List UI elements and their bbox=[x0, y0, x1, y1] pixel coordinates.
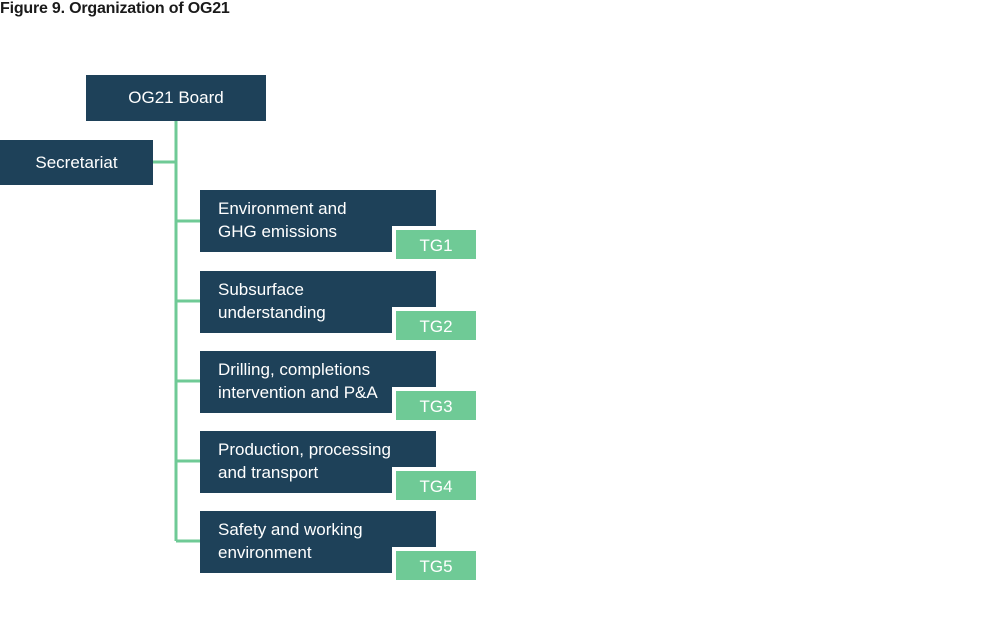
tg2-name-line1: Subsurface bbox=[218, 280, 304, 299]
tg1-name-line2: GHG emissions bbox=[218, 222, 338, 241]
secretariat-label: Secretariat bbox=[35, 152, 118, 172]
tg5-name-line1: Safety and working bbox=[218, 520, 363, 539]
figure-title: Figure 9. Organization of OG21 bbox=[0, 0, 230, 17]
tg1-name-line1: Environment and bbox=[218, 199, 347, 218]
tg2-name-line2: understanding bbox=[218, 303, 326, 322]
tg1-tag: TG1 bbox=[392, 226, 476, 259]
tg4-name-line2: and transport bbox=[218, 463, 319, 482]
tg3-name-line1: Drilling, completions bbox=[218, 360, 371, 379]
tg3-tag: TG3 bbox=[392, 387, 476, 420]
og21-board-label: OG21 Board bbox=[128, 88, 224, 107]
tg3-name-line2: intervention and P&A bbox=[218, 383, 378, 402]
tg4-name-line1: Production, processing bbox=[218, 440, 391, 459]
og21-board-box: OG21 Board bbox=[86, 75, 266, 121]
tg5-tag: TG5 bbox=[392, 547, 476, 580]
tg5-name-line2: environment bbox=[218, 543, 312, 562]
tg4-tag: TG4 bbox=[392, 467, 476, 500]
secretariat-box: Secretariat bbox=[0, 140, 153, 185]
tg2-tag: TG2 bbox=[392, 307, 476, 340]
